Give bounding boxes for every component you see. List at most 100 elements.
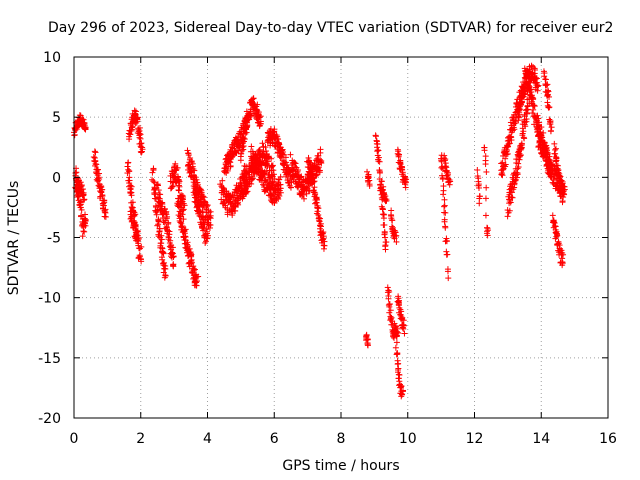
data-point: [524, 110, 531, 117]
data-point: [196, 208, 203, 215]
data-point: [524, 103, 531, 110]
data-point: [402, 184, 409, 191]
data-point: [203, 226, 210, 233]
data-point: [388, 207, 395, 214]
data-point: [184, 147, 191, 154]
data-point: [79, 233, 86, 240]
data-point: [546, 93, 553, 100]
data-point: [179, 211, 186, 218]
data-point: [222, 202, 229, 209]
data-point: [92, 149, 99, 156]
data-point: [185, 152, 192, 159]
y-tick-label: 0: [52, 170, 61, 186]
data-point: [82, 125, 89, 132]
data-point: [99, 186, 106, 193]
data-point: [138, 149, 145, 156]
data-point: [270, 171, 277, 178]
data-point: [91, 148, 98, 155]
data-point: [441, 152, 448, 159]
data-point: [507, 199, 514, 206]
data-point: [552, 223, 559, 230]
data-point: [203, 203, 210, 210]
data-point: [244, 183, 251, 190]
data-point: [277, 181, 284, 188]
data-point: [309, 178, 316, 185]
data-point: [201, 221, 208, 228]
data-point: [381, 221, 388, 228]
data-point: [530, 106, 537, 113]
data-point: [174, 173, 181, 180]
data-point: [528, 62, 535, 69]
data-point: [530, 96, 537, 103]
data-point: [519, 98, 526, 105]
data-point: [388, 314, 395, 321]
data-point: [204, 202, 211, 209]
data-point: [541, 142, 548, 149]
data-point: [195, 273, 202, 280]
data-point: [80, 197, 87, 204]
data-point: [476, 193, 483, 200]
data-point: [291, 159, 298, 166]
data-point: [219, 177, 226, 184]
data-point: [128, 124, 135, 131]
data-point: [447, 178, 454, 185]
data-point: [82, 216, 89, 223]
data-point: [402, 178, 409, 185]
data-point: [374, 148, 381, 155]
data-point: [169, 249, 176, 256]
data-point: [189, 160, 196, 167]
data-point: [243, 189, 250, 196]
y-axis-label: SDTVAR / TECUs: [6, 181, 22, 296]
data-point: [521, 91, 528, 98]
data-point: [204, 232, 211, 239]
data-point: [199, 193, 206, 200]
data-point: [195, 204, 202, 211]
data-point: [180, 216, 187, 223]
data-point: [278, 147, 285, 154]
data-point: [81, 120, 88, 127]
data-point: [271, 175, 278, 182]
data-point: [388, 217, 395, 224]
data-point: [256, 159, 263, 166]
data-point: [171, 171, 178, 178]
data-point: [270, 167, 277, 174]
data-point: [506, 207, 513, 214]
data-point: [543, 82, 550, 89]
data-point: [321, 238, 328, 245]
data-point: [483, 184, 490, 191]
data-point: [126, 136, 133, 143]
data-point: [101, 209, 108, 216]
data-point: [544, 81, 551, 88]
data-point: [443, 248, 450, 255]
data-point: [560, 251, 567, 258]
data-point: [177, 204, 184, 211]
data-point: [383, 239, 390, 246]
data-point: [126, 168, 133, 175]
data-point: [130, 212, 137, 219]
data-point: [527, 79, 534, 86]
data-point: [376, 169, 383, 176]
data-point: [549, 212, 556, 219]
data-point: [541, 70, 548, 77]
data-point: [442, 209, 449, 216]
data-point: [401, 330, 408, 337]
data-point: [548, 124, 555, 131]
data-point: [71, 131, 78, 138]
data-point: [385, 295, 392, 302]
data-point: [386, 300, 393, 307]
data-point: [255, 109, 262, 116]
data-point: [551, 140, 558, 147]
data-point: [300, 191, 307, 198]
data-point: [79, 186, 86, 193]
data-point: [128, 183, 135, 190]
data-point: [309, 171, 316, 178]
data-point: [393, 238, 400, 245]
data-point: [134, 238, 141, 245]
x-tick-label: 0: [70, 431, 79, 447]
data-point: [398, 382, 405, 389]
data-point: [483, 168, 490, 175]
data-point: [155, 187, 162, 194]
data-point: [552, 145, 559, 152]
data-point: [307, 164, 314, 171]
data-point: [152, 189, 159, 196]
